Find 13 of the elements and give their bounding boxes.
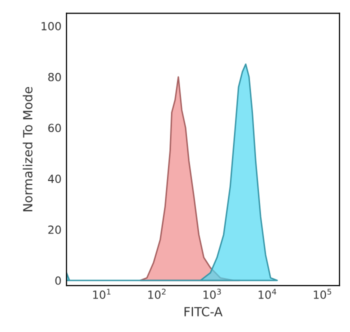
x-axis-title: FITC-A (184, 306, 223, 316)
y-tick-label: 40 (48, 174, 61, 184)
x-tick-label: 10$^{3}$ (204, 288, 221, 299)
y-tick-label: 20 (48, 226, 61, 234)
y-tick-label: 80 (48, 72, 61, 82)
y-axis-title: Normalized To Mode (22, 87, 32, 212)
y-tick-label: 0 (55, 276, 61, 285)
y-tick-label: 60 (48, 124, 61, 132)
x-tick-label: 10$^{1}$ (93, 288, 110, 299)
x-tick-label: 10$^{4}$ (258, 288, 276, 299)
x-tick-label: 10$^{2}$ (148, 288, 166, 299)
x-tick-label: 10$^{5}$ (314, 288, 332, 299)
y-tick-label: 100 (42, 22, 61, 30)
